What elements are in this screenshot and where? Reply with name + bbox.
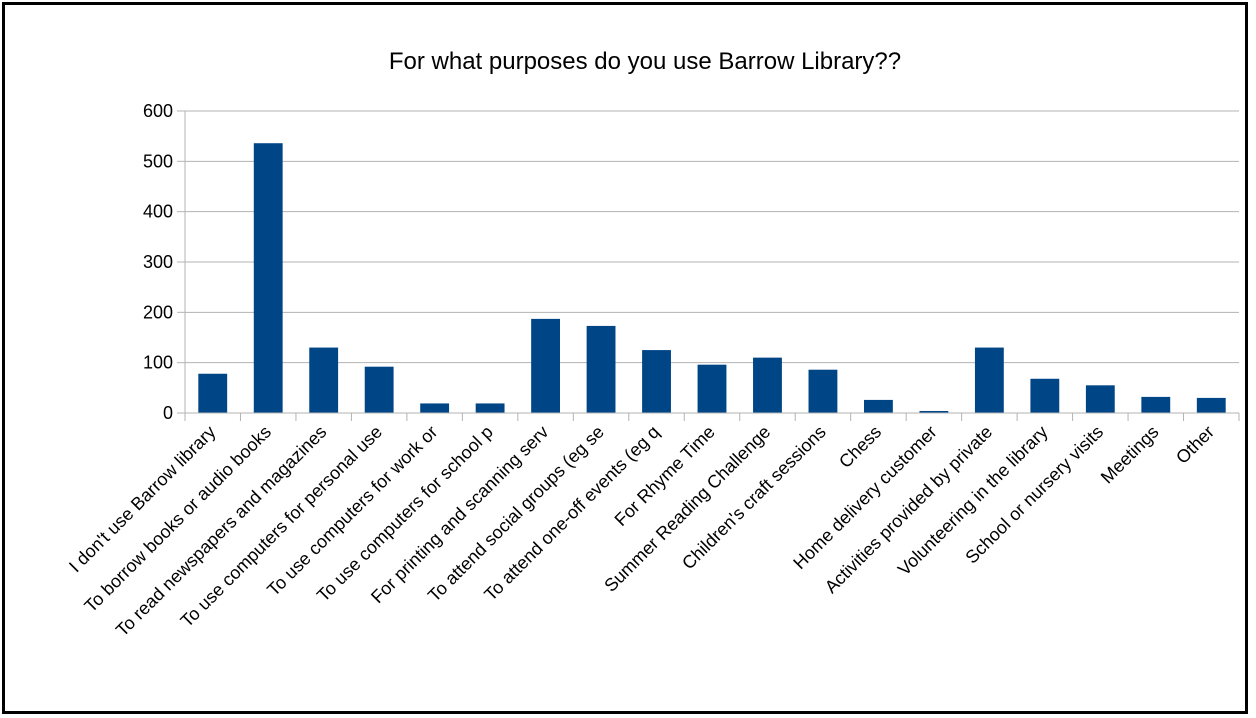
axis-layer [177,110,1240,421]
bar [1196,397,1226,413]
bar [974,347,1004,413]
bar [1141,396,1171,413]
category-label: To use computers for personal use [177,422,386,631]
y-tick-label: 600 [143,101,173,121]
bar [919,410,949,413]
bar-layer [198,143,1226,414]
category-label: Meetings [1097,422,1163,488]
grid-layer [185,110,1239,364]
bar [1030,378,1060,413]
bar [808,369,838,413]
y-tick-label: 400 [143,202,173,222]
chart-title: For what purposes do you use Barrow Libr… [389,48,901,75]
y-tick-label: 200 [143,302,173,322]
bar [420,403,450,413]
y-tick-label: 0 [163,403,173,423]
y-tick-label: 500 [143,151,173,171]
category-label: For Rhyme Time [611,422,719,530]
bar [642,350,671,413]
category-label: Chess [835,422,885,472]
bar [198,373,228,413]
bar [253,143,283,414]
bar [586,325,616,413]
bar [364,366,394,413]
y-tick-label: 100 [143,353,173,373]
bar [531,318,561,413]
category-label: Other [1172,422,1218,468]
y-tick-label: 300 [143,252,173,272]
bar [309,347,339,413]
bar [697,364,727,413]
category-label: To read newspapers and magazines [112,422,331,641]
bar [1085,385,1115,413]
bar-chart: For what purposes do you use Barrow Libr… [65,48,1240,640]
bar [753,357,782,413]
bar [863,399,893,413]
bar [475,403,505,413]
